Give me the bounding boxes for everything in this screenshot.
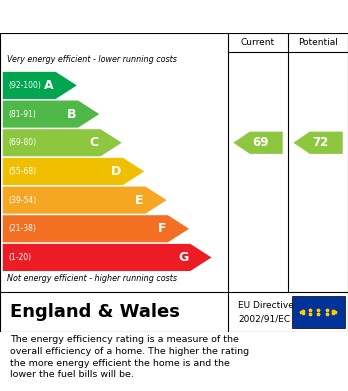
- Text: (55-68): (55-68): [8, 167, 36, 176]
- Text: G: G: [179, 251, 189, 264]
- Text: (92-100): (92-100): [8, 81, 41, 90]
- Text: Potential: Potential: [298, 38, 338, 47]
- Text: 72: 72: [313, 136, 329, 149]
- Text: (39-54): (39-54): [8, 196, 36, 204]
- Text: Current: Current: [241, 38, 275, 47]
- Text: A: A: [44, 79, 54, 92]
- Text: 2002/91/EC: 2002/91/EC: [238, 315, 291, 324]
- Polygon shape: [3, 100, 99, 127]
- Text: Energy Efficiency Rating: Energy Efficiency Rating: [10, 9, 220, 24]
- Polygon shape: [3, 187, 167, 213]
- Text: C: C: [90, 136, 99, 149]
- Text: Very energy efficient - lower running costs: Very energy efficient - lower running co…: [7, 55, 177, 64]
- Polygon shape: [3, 72, 77, 99]
- Text: F: F: [158, 222, 166, 235]
- Text: (21-38): (21-38): [8, 224, 36, 233]
- Text: E: E: [135, 194, 144, 206]
- Text: The energy efficiency rating is a measure of the
overall efficiency of a home. T: The energy efficiency rating is a measur…: [10, 335, 250, 379]
- Text: B: B: [67, 108, 76, 120]
- Polygon shape: [3, 215, 189, 242]
- Polygon shape: [3, 244, 212, 271]
- Text: (1-20): (1-20): [8, 253, 31, 262]
- Polygon shape: [234, 132, 283, 154]
- Text: (69-80): (69-80): [8, 138, 36, 147]
- Text: (81-91): (81-91): [8, 109, 36, 118]
- Text: Not energy efficient - higher running costs: Not energy efficient - higher running co…: [7, 274, 177, 283]
- Text: EU Directive: EU Directive: [238, 301, 294, 310]
- Text: D: D: [111, 165, 121, 178]
- Polygon shape: [293, 132, 343, 154]
- Polygon shape: [3, 158, 144, 185]
- Polygon shape: [3, 129, 122, 156]
- Text: England & Wales: England & Wales: [10, 303, 180, 321]
- Text: 69: 69: [252, 136, 269, 149]
- Bar: [292, 296, 345, 328]
